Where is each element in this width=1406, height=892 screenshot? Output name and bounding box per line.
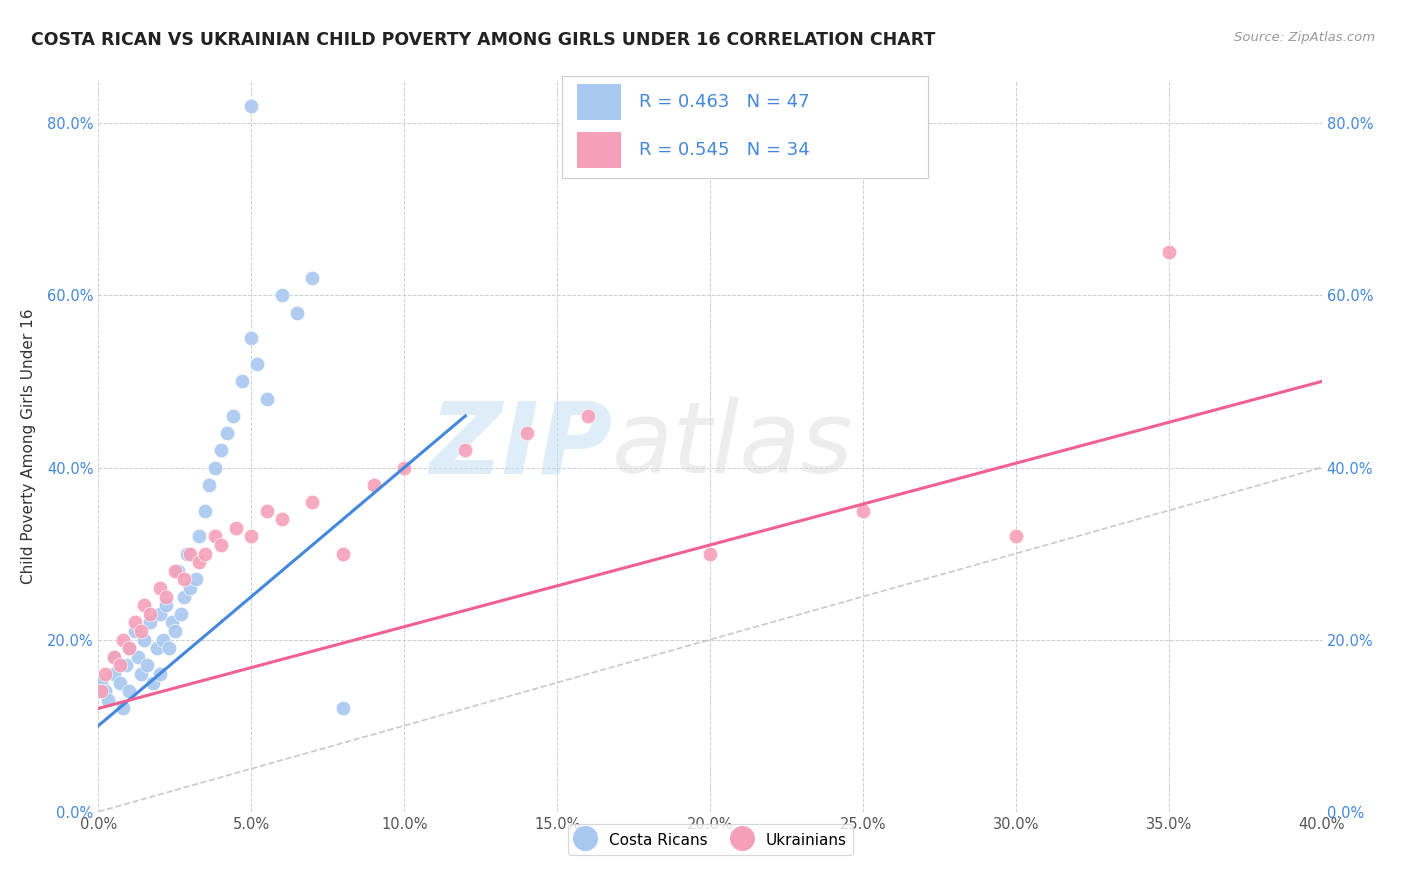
Point [134,598,156,612]
Point [576,409,599,423]
Point [1004,529,1026,543]
Point [1157,245,1180,260]
Point [124,624,146,638]
Point [454,443,477,458]
Point [301,495,323,509]
Point [516,426,538,441]
Point [129,624,152,638]
Point [176,547,198,561]
Point [194,547,217,561]
Point [270,512,292,526]
Point [270,288,292,302]
Text: COSTA RICAN VS UKRAINIAN CHILD POVERTY AMONG GIRLS UNDER 16 CORRELATION CHART: COSTA RICAN VS UKRAINIAN CHILD POVERTY A… [31,31,935,49]
Point [129,667,152,681]
Point [167,564,190,578]
Point [204,529,226,543]
Point [149,607,172,621]
Point [163,564,186,578]
Point [173,573,195,587]
Point [103,649,125,664]
Point [160,615,183,630]
Text: Source: ZipAtlas.com: Source: ZipAtlas.com [1234,31,1375,45]
Point [204,460,226,475]
Point [139,607,162,621]
Legend: Costa Ricans, Ukrainians: Costa Ricans, Ukrainians [568,824,852,855]
Point [124,615,146,630]
FancyBboxPatch shape [576,132,621,168]
Point [149,581,172,595]
Text: R = 0.545   N = 34: R = 0.545 N = 34 [640,141,810,159]
Point [392,460,416,475]
Point [90,675,112,690]
Point [142,675,165,690]
Point [332,547,354,561]
Point [163,624,186,638]
Point [197,477,219,491]
Point [231,375,253,389]
Point [136,658,159,673]
Point [108,675,131,690]
Text: atlas: atlas [612,398,853,494]
Point [93,684,115,698]
Point [301,271,323,285]
Point [173,590,195,604]
Point [111,632,134,647]
Point [157,641,180,656]
Point [90,684,112,698]
Point [215,426,238,441]
Point [155,598,177,612]
Point [179,547,201,561]
Point [240,529,263,543]
Point [118,641,141,656]
Point [139,615,162,630]
Point [103,667,125,681]
Point [155,590,177,604]
Point [209,538,232,552]
Point [108,658,131,673]
Y-axis label: Child Poverty Among Girls Under 16: Child Poverty Among Girls Under 16 [21,309,35,583]
Point [186,573,208,587]
Point [134,632,156,647]
Point [145,641,167,656]
Point [363,477,385,491]
Point [188,555,211,569]
Point [852,503,875,517]
FancyBboxPatch shape [576,84,621,120]
Point [256,503,278,517]
Point [332,701,354,715]
Point [149,667,172,681]
Point [170,607,193,621]
Point [209,443,232,458]
Point [188,529,211,543]
Point [179,581,201,595]
Point [194,503,217,517]
Point [118,684,141,698]
Text: R = 0.463   N = 47: R = 0.463 N = 47 [640,93,810,111]
Point [240,331,263,345]
Point [97,693,120,707]
Point [115,658,138,673]
Point [111,701,134,715]
Point [285,305,308,319]
Point [152,632,174,647]
Point [699,547,721,561]
Point [222,409,245,423]
Text: ZIP: ZIP [429,398,612,494]
Point [127,649,149,664]
Point [240,99,263,113]
Point [256,392,278,406]
Point [246,357,269,371]
Point [103,649,125,664]
Point [225,521,247,535]
Point [118,641,141,656]
Point [93,667,115,681]
